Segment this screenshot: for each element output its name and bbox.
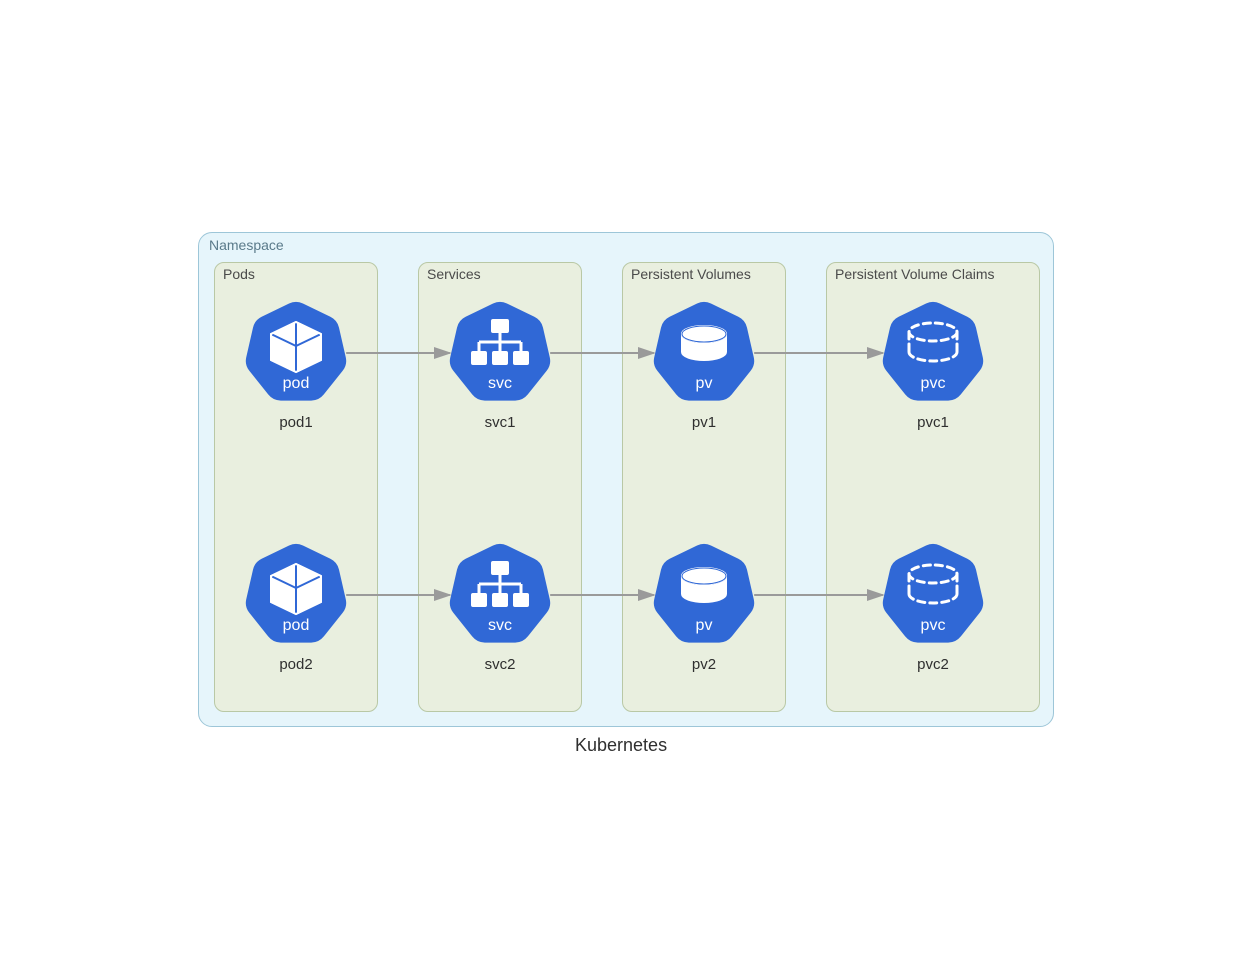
svg-text:pod: pod (283, 375, 310, 392)
node-svc1: svc svc1 (440, 298, 560, 431)
svg-text:pvc: pvc (921, 375, 946, 392)
group-pv-label: Persistent Volumes (631, 266, 751, 282)
svg-text:svc: svc (488, 617, 512, 634)
node-pod1-caption: pod1 (236, 414, 356, 431)
node-pv2: pv pv2 (644, 540, 764, 673)
group-services-label: Services (427, 266, 481, 282)
group-pvc-label: Persistent Volume Claims (835, 266, 995, 282)
persistent-volume-claim-icon: pvc (878, 298, 988, 408)
node-pv2-caption: pv2 (644, 656, 764, 673)
persistent-volume-icon: pv (649, 298, 759, 408)
diagram-canvas: Namespace Pods Services Persistent Volum… (0, 0, 1248, 961)
group-pods-label: Pods (223, 266, 255, 282)
pod-icon: pod (241, 540, 351, 650)
node-svc2: svc svc2 (440, 540, 560, 673)
diagram-title: Kubernetes (575, 735, 667, 756)
node-svc2-caption: svc2 (440, 656, 560, 673)
node-pv1: pv pv1 (644, 298, 764, 431)
node-svc1-caption: svc1 (440, 414, 560, 431)
svg-text:svc: svc (488, 375, 512, 392)
node-pvc2: pvc pvc2 (873, 540, 993, 673)
service-icon: svc (445, 540, 555, 650)
persistent-volume-claim-icon: pvc (878, 540, 988, 650)
node-pvc2-caption: pvc2 (873, 656, 993, 673)
svg-text:pv: pv (696, 375, 713, 392)
node-pod2: pod pod2 (236, 540, 356, 673)
svg-text:pod: pod (283, 617, 310, 634)
svg-text:pv: pv (696, 617, 713, 634)
pod-icon: pod (241, 298, 351, 408)
svg-text:pvc: pvc (921, 617, 946, 634)
node-pvc1: pvc pvc1 (873, 298, 993, 431)
node-pvc1-caption: pvc1 (873, 414, 993, 431)
node-pod1: pod pod1 (236, 298, 356, 431)
persistent-volume-icon: pv (649, 540, 759, 650)
node-pv1-caption: pv1 (644, 414, 764, 431)
service-icon: svc (445, 298, 555, 408)
node-pod2-caption: pod2 (236, 656, 356, 673)
namespace-label: Namespace (209, 237, 284, 253)
